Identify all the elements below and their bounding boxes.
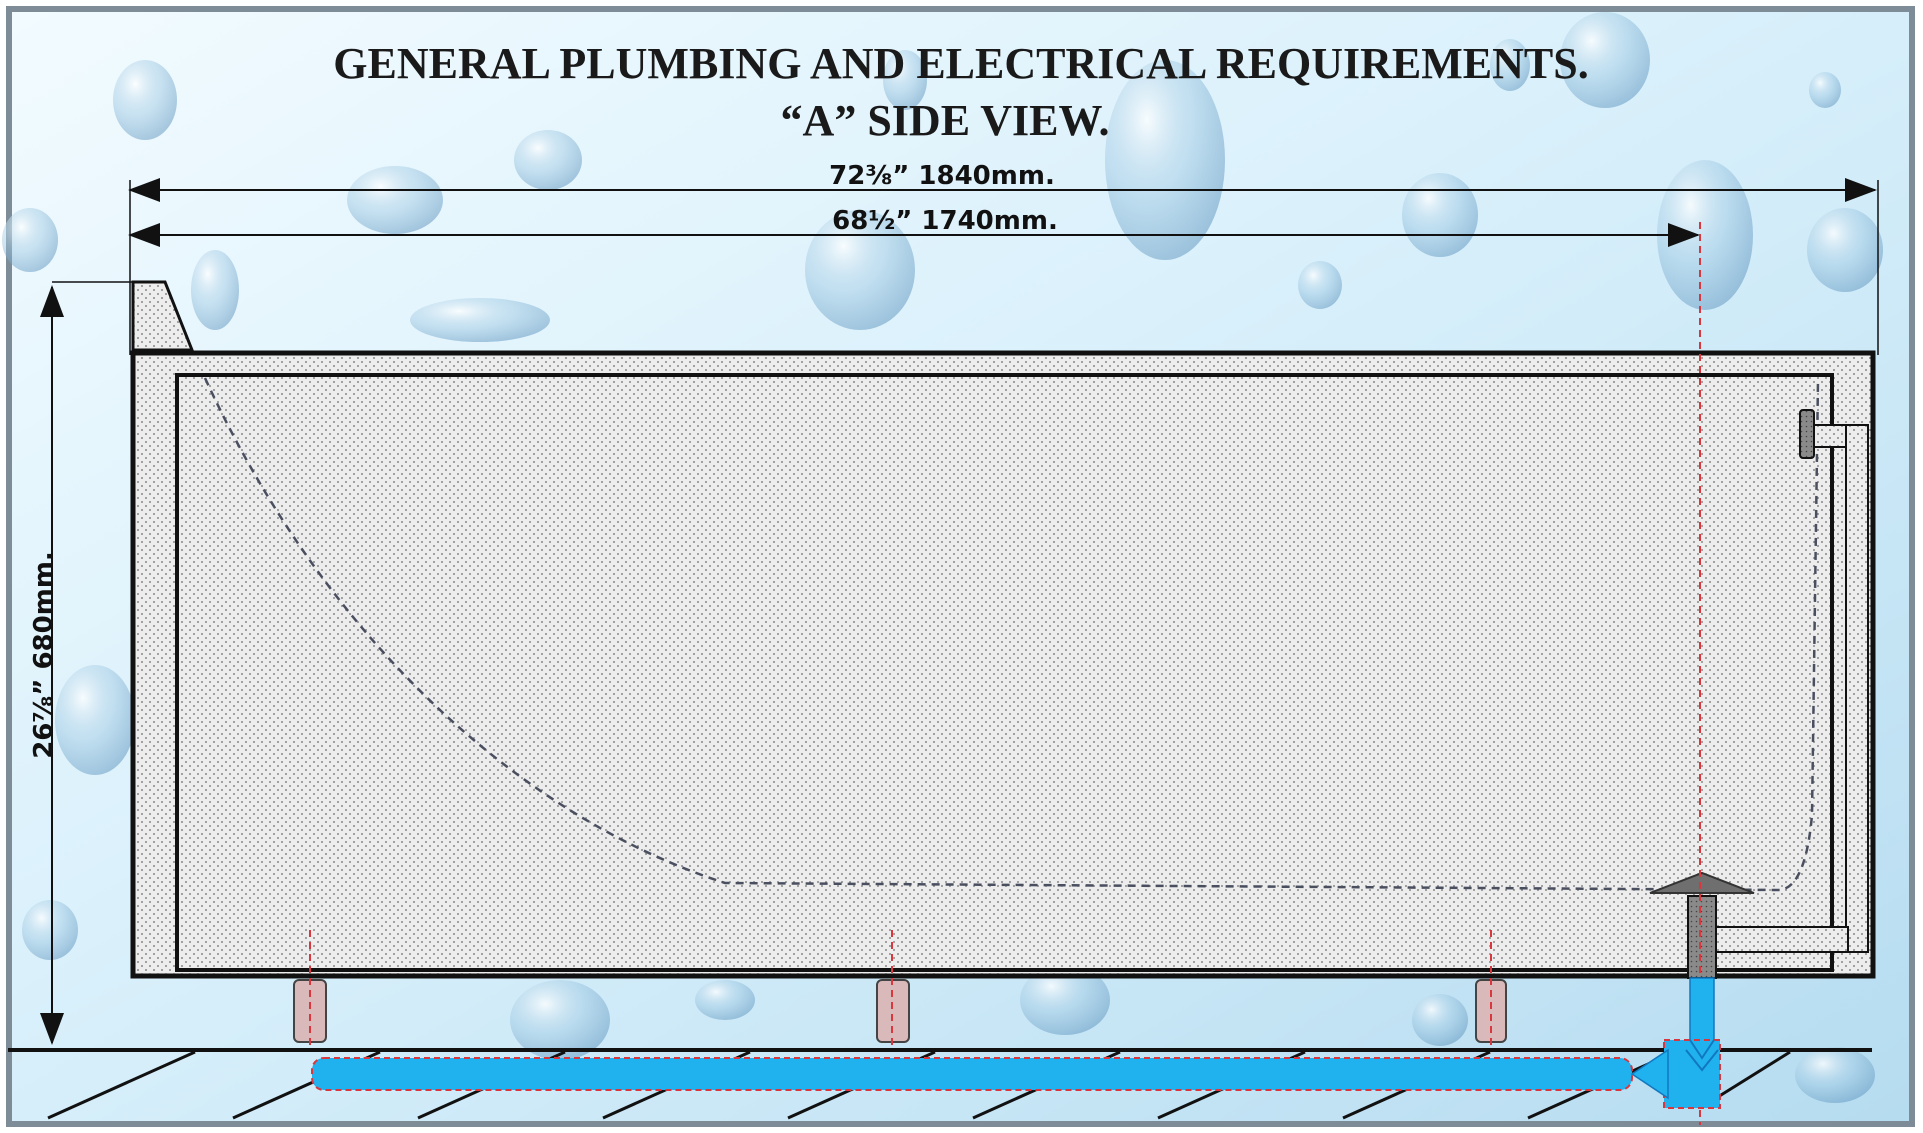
inner-length-label: 68½” 1740mm. <box>832 206 1058 236</box>
inner-length-dimension: 68½” 1740mm. <box>128 206 1700 247</box>
drain-trap <box>1663 1039 1721 1109</box>
arrow-left-icon <box>1630 1048 1669 1100</box>
diagram-title-line1: GENERAL PLUMBING AND ELECTRICAL REQUIREM… <box>333 39 1588 88</box>
horizontal-drain-pipe <box>311 1057 1633 1091</box>
overall-length-label: 72⅜” 1840mm. <box>829 161 1055 191</box>
tub-inner-panel <box>175 373 1834 972</box>
headrest <box>131 280 195 352</box>
overflow-fitting <box>1715 409 1869 953</box>
overall-length-dimension: 72⅜” 1840mm. <box>128 161 1879 355</box>
support-feet <box>293 979 1507 1043</box>
drain-pipe <box>311 977 1721 1109</box>
diagram-title-line2: “A” SIDE VIEW. <box>781 96 1110 145</box>
height-dimension: 26⅞” 680mm. <box>29 281 133 1045</box>
centerlines <box>309 222 1701 1125</box>
drain-fitting <box>1649 871 1755 979</box>
height-label: 26⅞” 680mm. <box>29 551 59 759</box>
